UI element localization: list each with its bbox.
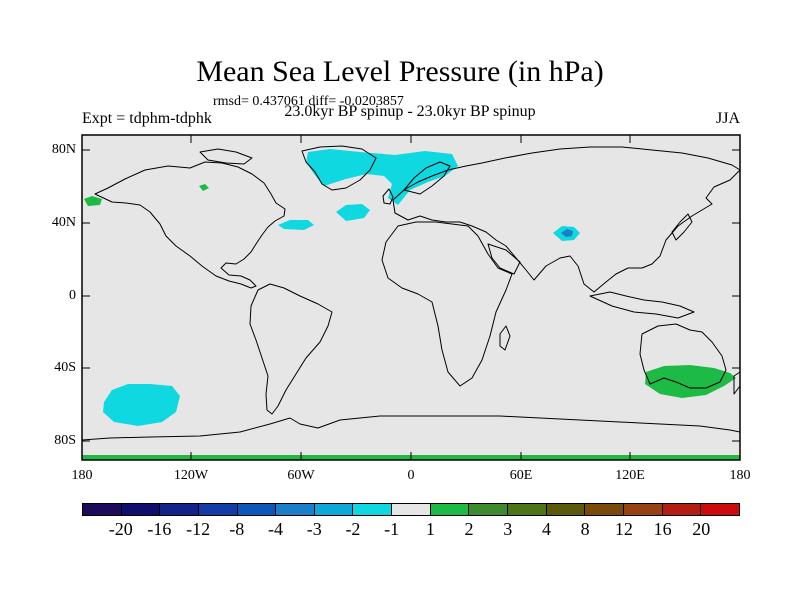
coastline-greenland: [301, 145, 377, 191]
colorbar-box: [546, 504, 586, 515]
lat-label-40n: 40N: [51, 215, 76, 230]
colorbar-box: [353, 504, 393, 515]
colorbar-label: 8: [580, 519, 590, 539]
colorbar-box: [430, 504, 470, 515]
blue-anomaly-tibet-core: [561, 229, 573, 237]
coastline-british-isles: [382, 188, 394, 205]
colorbar-box: [701, 504, 739, 515]
colorbar-box: [469, 504, 509, 515]
lon-label-180w: 180: [71, 468, 93, 483]
coastline-scandinavia: [403, 161, 451, 195]
colorbar-box: [392, 504, 431, 515]
colorbar-box: [83, 504, 122, 515]
lat-label-40s: 40S: [54, 360, 76, 375]
coastline-north-america: [94, 161, 286, 289]
coastline-canadian-arctic: [199, 148, 253, 165]
coastline-africa: [381, 221, 513, 387]
cyan-anomaly-greenland-norway: [306, 149, 458, 205]
colorbar-box: [585, 504, 624, 515]
cyan-anomaly-south-pacific: [103, 384, 180, 426]
colorbar-label: -8: [229, 519, 245, 539]
coastline-madagascar: [499, 325, 511, 351]
colorbar-box: [508, 504, 547, 515]
colorbar-box: [160, 504, 199, 515]
colorbar-label: 16: [653, 519, 672, 539]
green-anomaly-alaska: [84, 196, 102, 206]
coastline-indonesia: [589, 291, 695, 319]
lat-label-80n: 80N: [51, 142, 76, 157]
map-subtitle: 23.0kyr BP spinup - 23.0kyr BP spinup: [284, 103, 536, 120]
coastline-australia: [639, 323, 727, 389]
colorbar-label: 3: [503, 519, 513, 539]
cyan-anomaly-north-atlantic: [336, 204, 370, 221]
colorbar-label: -12: [186, 519, 211, 539]
colorbar-label: -2: [345, 519, 361, 539]
colorbar-label: 12: [614, 519, 633, 539]
lon-label-0: 0: [407, 468, 415, 483]
colorbar-label: 2: [464, 519, 474, 539]
colorbar-label: 4: [541, 519, 551, 539]
season-label: JJA: [716, 110, 741, 127]
coastline-europe-asia: [392, 146, 741, 293]
colorbar-box: [121, 504, 161, 515]
cyan-anomaly-western-atlantic: [278, 220, 314, 230]
lon-label-60w: 60W: [287, 468, 315, 483]
lon-label-120e: 120E: [615, 468, 645, 483]
colorbar-box: [314, 504, 354, 515]
coastline-arabia: [487, 243, 521, 275]
green-anomaly-australia: [645, 365, 736, 398]
lon-label-60e: 60E: [509, 468, 533, 483]
lon-label-120w: 120W: [173, 468, 209, 483]
colorbar-box: [276, 504, 315, 515]
experiment-label: Expt = tdphm-tdphk: [82, 110, 212, 127]
colorbar-box: [198, 504, 238, 515]
coastline-south-america: [249, 283, 333, 415]
lat-label-80s: 80S: [54, 433, 76, 448]
colorbar-box: [237, 504, 277, 515]
colorbar-label: -1: [384, 519, 400, 539]
colorbar-box: [623, 504, 663, 515]
colorbar-label: 20: [692, 519, 711, 539]
colorbar-label: -3: [306, 519, 322, 539]
coastlines: [81, 145, 741, 441]
green-anomaly-canada: [199, 184, 209, 191]
coastline-antarctica: [81, 415, 741, 441]
rmsd-diff-stats: rmsd= 0.437061 diff= -0.0203857: [213, 94, 404, 109]
axis-ticks: [82, 135, 740, 460]
colorbar-label: 1: [425, 519, 435, 539]
lat-label-0: 0: [69, 288, 76, 303]
lon-label-180e: 180: [729, 468, 751, 483]
colorbar: [82, 503, 740, 516]
colorbar-label: -20: [108, 519, 133, 539]
map-title: Mean Sea Level Pressure (in hPa): [196, 55, 604, 88]
colorbar-box: [662, 504, 702, 515]
colorbar-label: -4: [268, 519, 284, 539]
coastline-japan: [671, 213, 693, 241]
colorbar-label: -16: [147, 519, 172, 539]
